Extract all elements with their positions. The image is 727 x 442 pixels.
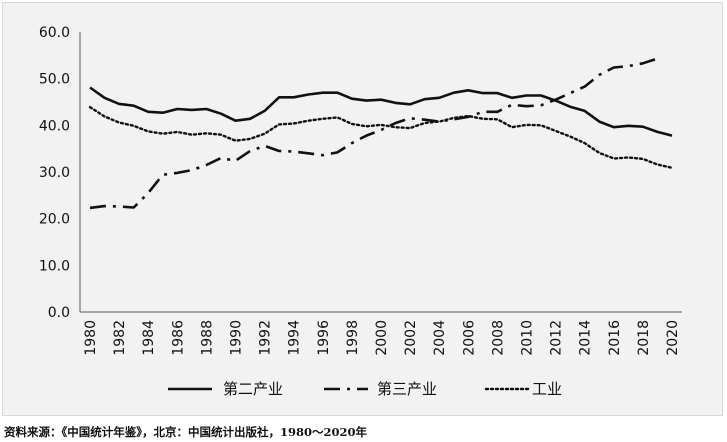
x-tick-label: 2016 [607, 320, 623, 356]
x-tick-label: 2004 [432, 320, 448, 356]
x-tick-label: 2012 [549, 320, 565, 356]
x-tick-label: 1986 [170, 320, 186, 356]
x-tick-label: 1980 [83, 320, 99, 356]
x-tick-label: 2008 [490, 320, 506, 356]
y-tick-label: 50.0 [39, 72, 70, 88]
x-tick-label: 2018 [636, 320, 652, 356]
y-tick-label: 30.0 [39, 165, 70, 181]
y-tick-label: 10.0 [39, 258, 70, 274]
source-note: 资料来源：《中国统计年鉴》，北京：中国统计出版社，1980～2020年 [4, 425, 368, 439]
x-tick-label: 1984 [141, 320, 157, 356]
x-tick-label: 2006 [461, 320, 477, 356]
legend-label-1: 第二产业 [223, 380, 283, 398]
series-line-2 [89, 57, 658, 210]
series-line-3 [88, 105, 674, 169]
series-line-1 [89, 86, 673, 137]
x-tick-label: 1992 [258, 320, 274, 356]
x-tick-label: 2020 [665, 320, 681, 356]
x-tick-label: 2014 [578, 320, 594, 356]
x-tick-label: 1996 [316, 320, 332, 356]
x-tick-label: 1990 [229, 320, 245, 356]
y-tick-label: 60.0 [39, 25, 70, 41]
y-tick-label: 40.0 [39, 118, 70, 134]
x-tick-label: 2002 [403, 320, 419, 356]
x-tick-label: 1988 [199, 320, 215, 356]
chart-frame [2, 2, 723, 416]
x-tick-label: 2000 [374, 320, 390, 356]
line-chart: 0.0 10.0 20.0 30.0 40.0 50.0 60.0 1980 1982 1984 1… [39, 25, 682, 398]
x-tick-label: 2010 [520, 320, 536, 356]
y-tick-label: 0.0 [48, 305, 70, 321]
x-tick-label: 1982 [112, 320, 128, 356]
x-tick-label: 1994 [287, 320, 303, 356]
legend-label-2: 第三产业 [377, 380, 437, 398]
y-tick-label: 20.0 [39, 212, 70, 228]
x-tick-label: 1998 [345, 320, 361, 356]
legend-label-3: 工业 [532, 380, 562, 398]
